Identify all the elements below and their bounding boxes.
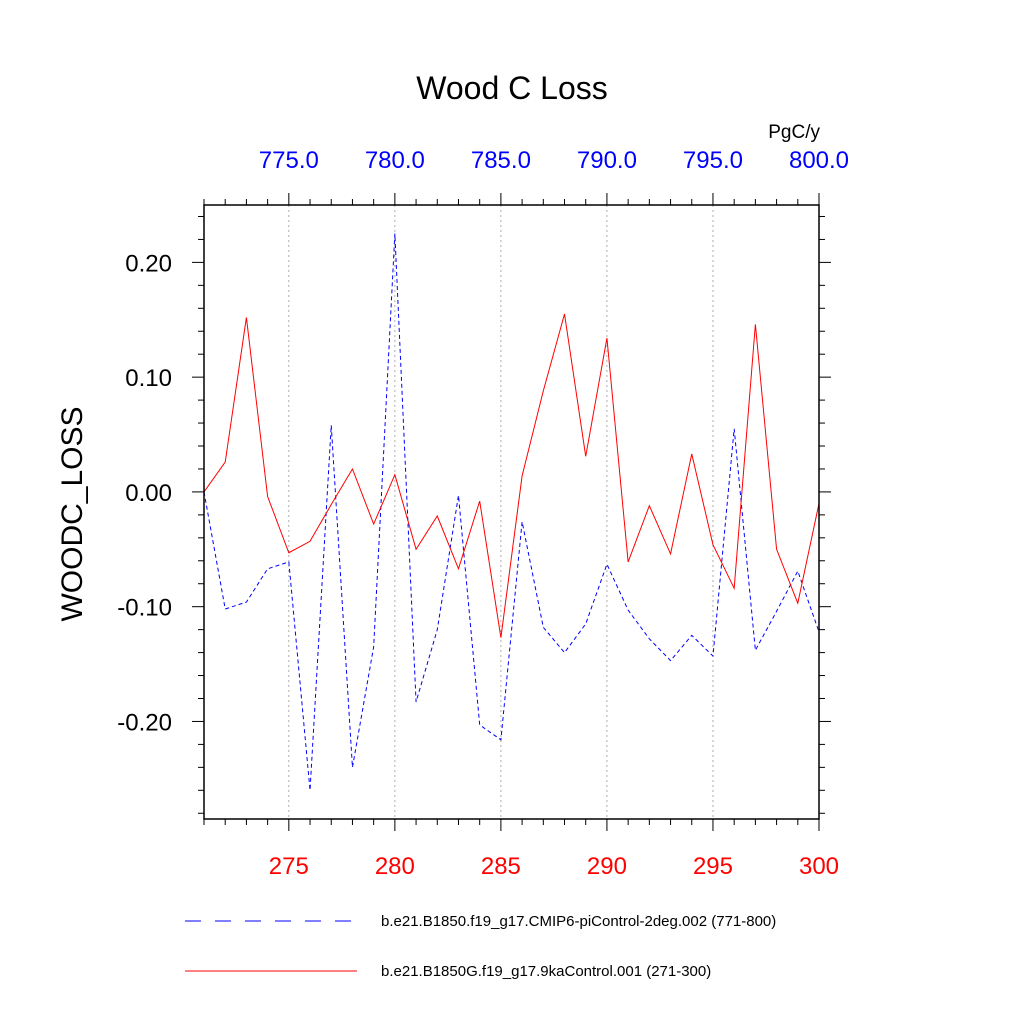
units-label: PgC/y [768, 122, 820, 143]
x-bottom-tick-label: 275 [269, 853, 309, 880]
series-line-picontrol-blue [203, 233, 820, 791]
y-tick-label: 0.10 [125, 365, 172, 392]
x-bottom-tick-label: 290 [587, 853, 627, 880]
x-top-tick-label: 780.0 [365, 147, 425, 174]
legend-label-9kacontrol: b.e21.B1850G.f19_g17.9kaControl.001 (271… [381, 963, 711, 980]
legend: b.e21.B1850.f19_g17.CMIP6-piControl-2deg… [185, 913, 776, 980]
y-tick-label: -0.10 [117, 595, 172, 622]
x-top-tick-label: 775.0 [259, 147, 319, 174]
legend-label-picontrol: b.e21.B1850.f19_g17.CMIP6-piControl-2deg… [381, 913, 776, 930]
series-line-9kacontrol-red [203, 313, 820, 638]
chart-title: Wood C Loss [416, 70, 608, 106]
x-top-tick-label: 790.0 [577, 147, 637, 174]
series-layer [203, 233, 820, 791]
x-top-tick-label: 800.0 [789, 147, 849, 174]
x-bottom-tick-label: 300 [799, 853, 839, 880]
x-top-tick-label: 785.0 [471, 147, 531, 174]
plot-frame [203, 204, 820, 820]
y-axis-label: WOODC_LOSS [56, 406, 89, 621]
x-top-tick-label: 795.0 [683, 147, 743, 174]
x-bottom-tick-label: 295 [693, 853, 733, 880]
y-tick-label: 0.00 [125, 480, 172, 507]
y-tick-label: 0.20 [125, 250, 172, 277]
axis-tick-labels: 0.20 0.10 0.00 -0.10 -0.20 275 280 285 290 295 300… [117, 147, 849, 880]
x-bottom-tick-label: 285 [481, 853, 521, 880]
x-bottom-tick-label: 280 [375, 853, 415, 880]
grid-lines [288, 205, 714, 819]
y-tick-label: -0.20 [117, 709, 172, 736]
axis-ticks [192, 193, 831, 831]
